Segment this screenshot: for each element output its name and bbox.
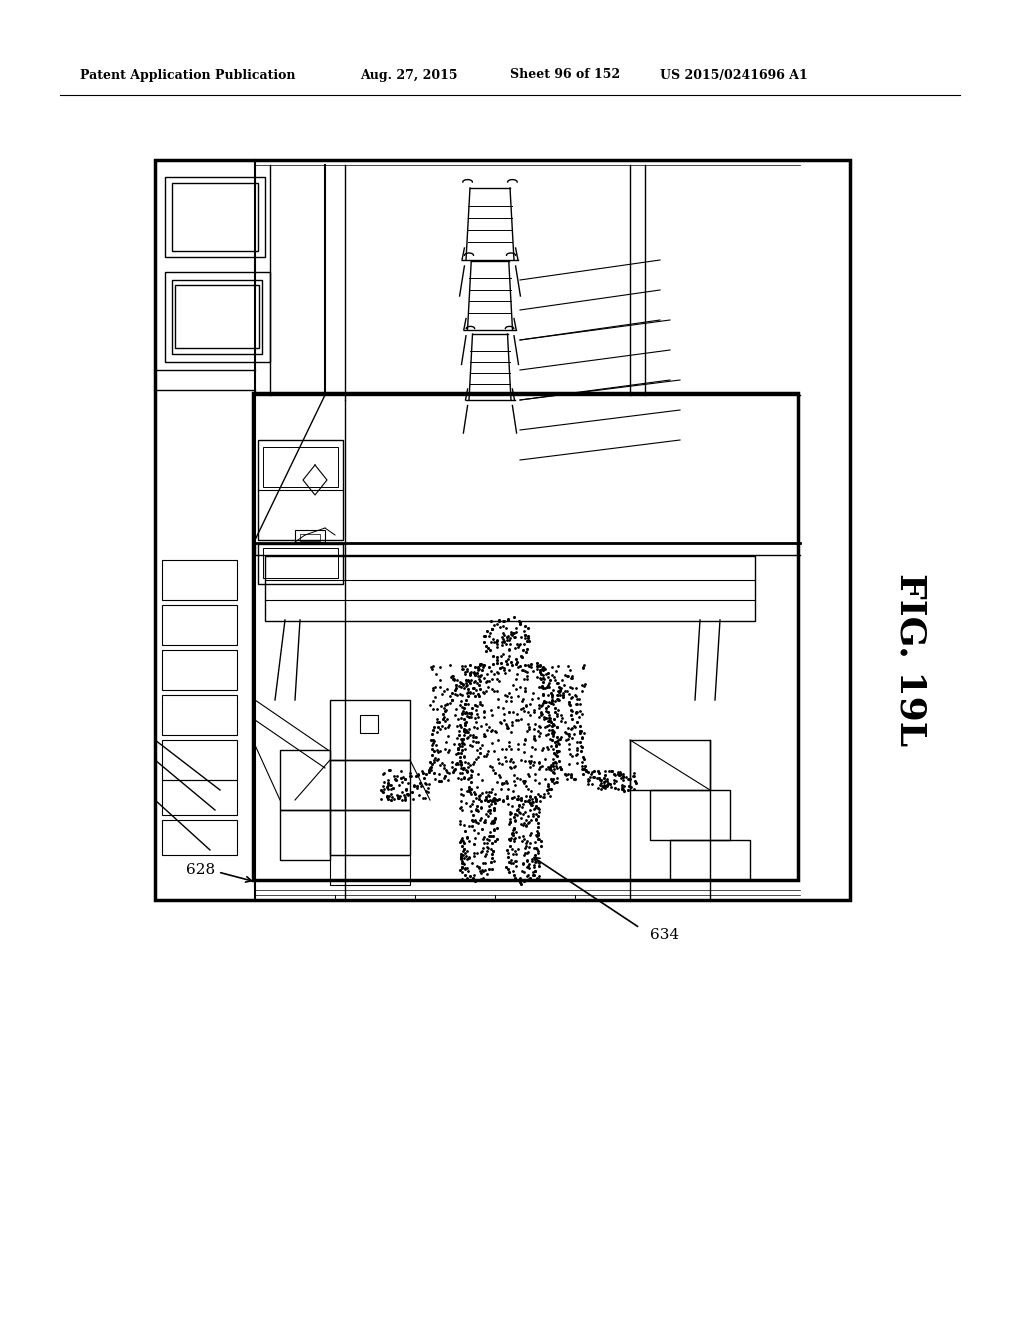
Bar — [162, 649, 237, 690]
Bar — [172, 183, 258, 251]
Bar — [280, 810, 330, 861]
Bar — [330, 760, 410, 810]
Text: US 2015/0241696 A1: US 2015/0241696 A1 — [660, 69, 808, 82]
Bar — [330, 855, 410, 884]
Bar — [263, 447, 338, 487]
Bar — [162, 820, 237, 855]
Bar — [162, 605, 237, 645]
Bar — [330, 810, 410, 855]
Bar — [265, 556, 755, 620]
Text: Sheet 96 of 152: Sheet 96 of 152 — [510, 69, 621, 82]
Bar — [300, 535, 319, 541]
Bar — [330, 700, 410, 760]
Bar — [162, 780, 237, 814]
Bar — [162, 560, 237, 601]
Bar — [280, 750, 330, 810]
Bar — [295, 531, 325, 543]
Bar — [155, 160, 850, 900]
Bar — [258, 440, 343, 540]
Bar — [630, 741, 710, 789]
Bar — [165, 177, 265, 257]
Text: 628: 628 — [186, 863, 215, 876]
Bar — [175, 285, 259, 348]
Bar — [253, 393, 798, 880]
Text: Patent Application Publication: Patent Application Publication — [80, 69, 296, 82]
Text: Aug. 27, 2015: Aug. 27, 2015 — [360, 69, 458, 82]
Bar — [162, 741, 237, 780]
Bar — [172, 280, 262, 354]
Bar — [360, 715, 378, 733]
Bar — [670, 840, 750, 880]
Text: 634: 634 — [650, 928, 679, 942]
Text: FIG. 19L: FIG. 19L — [893, 573, 927, 747]
Bar — [165, 272, 270, 362]
Bar — [650, 789, 730, 840]
Bar — [263, 548, 338, 578]
Bar — [162, 696, 237, 735]
Bar — [258, 544, 343, 583]
